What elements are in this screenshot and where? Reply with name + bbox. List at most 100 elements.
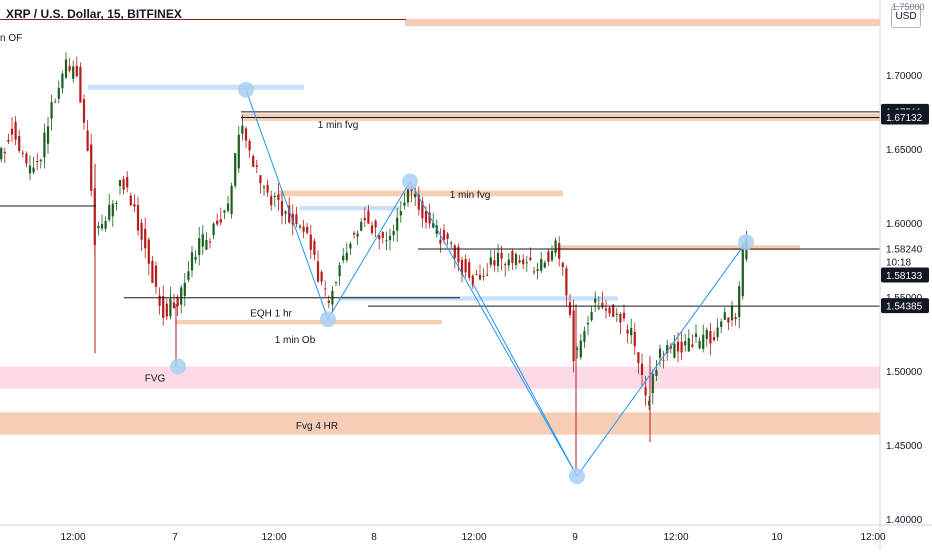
annotation-label: 1 min fvg bbox=[450, 190, 491, 201]
currency-button[interactable]: 1.75000 USD bbox=[891, 2, 925, 28]
candle-body bbox=[75, 65, 78, 77]
annotation-label: 1 min fvg bbox=[318, 120, 359, 131]
price-badge-label: 10:18 bbox=[886, 258, 911, 269]
candle-body bbox=[280, 200, 284, 216]
price-badge-label: 1.58133 bbox=[886, 271, 923, 282]
candle-body bbox=[417, 194, 420, 210]
candle-body bbox=[97, 225, 100, 229]
time-tick-label: 12:00 bbox=[461, 532, 486, 543]
level-lines-layer bbox=[0, 19, 880, 307]
candle-body bbox=[414, 193, 417, 198]
candle-body bbox=[716, 327, 719, 338]
candle-body bbox=[118, 180, 122, 186]
candle-body bbox=[230, 185, 233, 215]
candle-body bbox=[486, 274, 489, 276]
candle-body bbox=[198, 238, 201, 256]
candle-body bbox=[712, 337, 716, 341]
candle-body bbox=[201, 234, 204, 247]
candle-body bbox=[241, 125, 244, 134]
candle-body bbox=[680, 341, 683, 353]
candle-body bbox=[262, 186, 266, 188]
candle-body bbox=[108, 204, 111, 220]
zone-1min-fvg-mid bbox=[279, 190, 563, 197]
candle-body bbox=[428, 212, 431, 224]
candle-body bbox=[457, 246, 460, 263]
candle-body bbox=[172, 302, 176, 309]
candle-body bbox=[687, 338, 690, 352]
candle-body bbox=[601, 302, 604, 308]
candle-body bbox=[72, 66, 75, 79]
candle-body bbox=[590, 311, 593, 321]
candle-body bbox=[684, 341, 687, 346]
candle-body bbox=[586, 322, 590, 325]
candle-body bbox=[403, 202, 406, 206]
candle-body bbox=[187, 271, 190, 280]
candle-body bbox=[676, 341, 680, 352]
candle-body bbox=[82, 99, 86, 123]
candle-body bbox=[18, 135, 21, 151]
candle-body bbox=[259, 175, 262, 184]
candle-body bbox=[252, 156, 255, 167]
zone-blue-mid bbox=[300, 205, 400, 211]
candle-body bbox=[511, 250, 514, 263]
candle-body bbox=[86, 130, 89, 151]
price-tick-label: 1.45000 bbox=[886, 441, 923, 452]
annotation-label: EQH 1 hr bbox=[250, 309, 292, 320]
candle-body bbox=[205, 240, 208, 250]
candle-body bbox=[277, 194, 280, 200]
candle-body bbox=[691, 344, 694, 347]
candle-body bbox=[442, 229, 446, 241]
candle-body bbox=[32, 167, 35, 173]
zones-layer bbox=[0, 18, 880, 435]
candle-body bbox=[482, 275, 485, 277]
candle-body bbox=[489, 257, 492, 265]
candle-body bbox=[64, 59, 68, 78]
candle-body bbox=[360, 221, 363, 231]
candle-body bbox=[68, 65, 71, 71]
price-badge-label: 1.58240 bbox=[886, 245, 923, 256]
price-tick-label: 1.40000 bbox=[886, 515, 923, 526]
candle-body bbox=[439, 239, 442, 244]
candle-body bbox=[572, 310, 575, 362]
candle-body bbox=[630, 327, 633, 336]
candle-body bbox=[723, 312, 726, 320]
time-tick-label: 9 bbox=[572, 532, 578, 543]
candle-body bbox=[0, 147, 3, 160]
candle-body bbox=[666, 345, 669, 354]
zone-top-strip bbox=[405, 18, 880, 27]
annotation-label: FVG bbox=[145, 374, 166, 385]
candle-body bbox=[421, 201, 424, 219]
candle-body bbox=[640, 363, 644, 376]
candle-body bbox=[655, 370, 658, 376]
candle-body bbox=[270, 195, 273, 206]
candle-body bbox=[313, 240, 316, 255]
swing-point-marker-0 bbox=[238, 81, 254, 98]
candle-body bbox=[424, 210, 428, 223]
candle-body bbox=[619, 313, 622, 323]
price-badge bbox=[881, 109, 929, 125]
candle-body bbox=[550, 251, 554, 261]
candle-body bbox=[190, 252, 194, 271]
candle-body bbox=[583, 330, 586, 342]
candle-body bbox=[604, 308, 608, 311]
candle-body bbox=[558, 243, 561, 259]
candle-body bbox=[79, 66, 82, 103]
candle-body bbox=[324, 288, 327, 290]
candle-body bbox=[568, 302, 572, 315]
candle-body bbox=[727, 317, 730, 323]
candle-body bbox=[399, 210, 402, 216]
candle-body bbox=[662, 359, 665, 361]
candle-body bbox=[327, 300, 330, 303]
candle-body bbox=[468, 262, 471, 278]
candle-body bbox=[471, 275, 474, 286]
candle-body bbox=[46, 126, 50, 144]
candle-body bbox=[129, 195, 132, 206]
candle-body bbox=[14, 121, 17, 140]
indicator-label[interactable]: n OF bbox=[0, 33, 23, 44]
candle-body bbox=[309, 234, 312, 250]
candle-body bbox=[136, 204, 140, 231]
candle-body bbox=[536, 269, 539, 271]
symbol-title[interactable]: XRP / U.S. Dollar, 15, BITFINEX bbox=[6, 7, 182, 21]
candle-body bbox=[396, 217, 399, 231]
